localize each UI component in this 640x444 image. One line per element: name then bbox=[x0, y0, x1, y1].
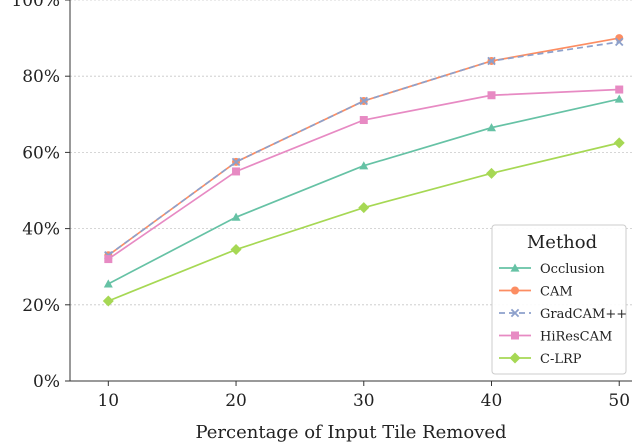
series-occlusion bbox=[103, 94, 624, 288]
series-line bbox=[107, 41, 620, 256]
y-tick-label: 80% bbox=[22, 67, 60, 87]
x-tick-labels: 10 20 30 40 50 bbox=[97, 381, 630, 411]
data-point bbox=[359, 96, 369, 106]
x-tick-label: 20 bbox=[225, 391, 247, 411]
data-point bbox=[358, 202, 370, 214]
series-hirescam bbox=[104, 85, 624, 264]
series-line bbox=[107, 37, 620, 256]
data-point bbox=[613, 137, 625, 149]
data-point bbox=[230, 244, 242, 256]
x-tick-label: 30 bbox=[353, 391, 375, 411]
y-tick-label: 0% bbox=[33, 372, 60, 392]
legend-swatch-marker bbox=[511, 286, 519, 295]
legend-item: GradCAM++ bbox=[499, 307, 627, 322]
legend-swatch-marker bbox=[510, 263, 520, 272]
legend-swatch-marker bbox=[510, 308, 520, 318]
data-point bbox=[486, 167, 497, 179]
legend-item: Occlusion bbox=[499, 262, 605, 277]
legend: Method Occlusion CAM GradCAM++ HiResCAM C-LR… bbox=[491, 224, 627, 375]
x-tick-label: 10 bbox=[97, 391, 119, 411]
data-point bbox=[487, 56, 496, 66]
data-point bbox=[103, 279, 113, 288]
legend-title: Method bbox=[527, 232, 597, 253]
x-axis-label: Percentage of Input Tile Removed bbox=[195, 422, 506, 443]
legend-label: C-LRP bbox=[540, 352, 582, 367]
data-point bbox=[359, 161, 369, 170]
data-point bbox=[231, 212, 241, 221]
y-tick-label: 100% bbox=[11, 0, 60, 11]
legend-label: HiResCAM bbox=[540, 330, 612, 345]
series-group bbox=[102, 34, 625, 307]
data-point bbox=[614, 37, 624, 47]
data-point bbox=[487, 123, 496, 132]
legend-swatch-marker bbox=[509, 352, 521, 364]
data-point bbox=[102, 295, 114, 307]
y-tick-label: 60% bbox=[22, 143, 60, 163]
y-tick-label: 40% bbox=[22, 220, 60, 240]
legend-item: C-LRP bbox=[499, 352, 582, 367]
data-point bbox=[614, 94, 624, 103]
data-point bbox=[359, 116, 368, 125]
data-point bbox=[232, 167, 241, 176]
legend-label: GradCAM++ bbox=[540, 307, 627, 322]
legend-items: Occlusion CAM GradCAM++ HiResCAM C-LRP bbox=[499, 262, 627, 367]
axes bbox=[69, 0, 632, 382]
legend-label: Occlusion bbox=[540, 262, 605, 277]
legend-item: CAM bbox=[499, 285, 573, 300]
y-tick-labels: 0% 20% 40% 60% 80% 100% bbox=[11, 0, 70, 392]
legend-box bbox=[491, 224, 627, 375]
data-point bbox=[104, 255, 113, 264]
x-tick-label: 40 bbox=[481, 391, 503, 411]
data-point bbox=[615, 85, 624, 94]
y-tick-label: 20% bbox=[22, 296, 60, 316]
x-tick-label: 50 bbox=[608, 391, 630, 411]
data-point bbox=[487, 91, 496, 100]
legend-swatch-marker bbox=[511, 331, 519, 340]
legend-label: CAM bbox=[540, 285, 573, 300]
series-c-lrp bbox=[102, 137, 625, 307]
data-point bbox=[231, 157, 241, 167]
legend-item: HiResCAM bbox=[499, 330, 612, 345]
